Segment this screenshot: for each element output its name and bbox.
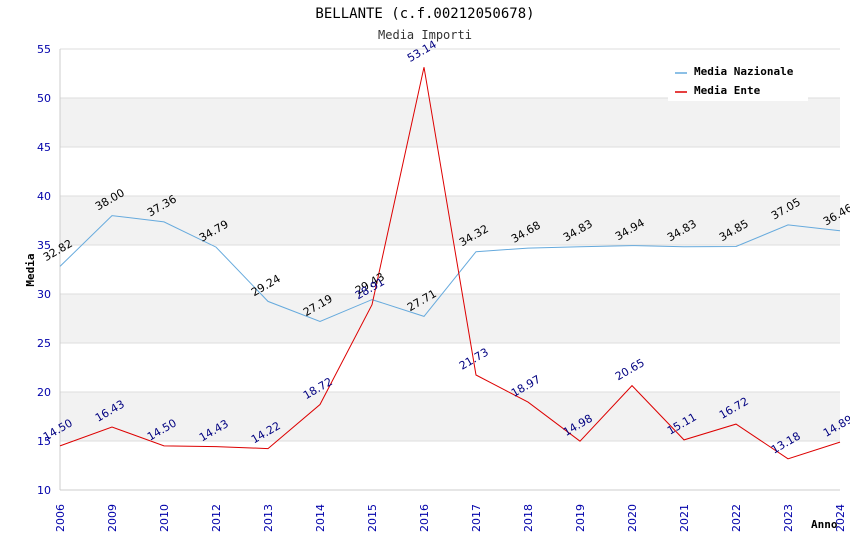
y-tick-label: 55: [37, 43, 51, 56]
x-tick-label: 2012: [210, 504, 223, 532]
x-tick-labels: 2006 2009 2010 2012 2013 2014 2015 2016 2017 2018…: [54, 504, 847, 532]
y-tick-label: 15: [37, 435, 51, 448]
chart-subtitle: Media Importi: [378, 28, 472, 42]
legend-label-media-nazionale: Media Nazionale: [694, 65, 794, 78]
y-tick-label: 20: [37, 386, 51, 399]
x-tick-label: 2015: [366, 504, 379, 532]
x-tick-label: 2023: [782, 504, 795, 532]
legend: Media Nazionale Media Ente: [668, 59, 808, 101]
band: [60, 294, 840, 343]
y-axis-title: Media: [24, 253, 37, 286]
y-tick-label: 25: [37, 337, 51, 350]
y-tick-label: 30: [37, 288, 51, 301]
x-tick-label: 2020: [626, 504, 639, 532]
legend-box: [668, 59, 808, 101]
y-tick-label: 40: [37, 190, 51, 203]
background-bands: [60, 49, 840, 490]
x-tick-label: 2009: [106, 504, 119, 532]
x-axis-title: Anno: [811, 518, 838, 531]
x-tick-label: 2022: [730, 504, 743, 532]
y-tick-label: 10: [37, 484, 51, 497]
series-line-media-ente: [59, 67, 841, 460]
x-tick-label: 2019: [574, 504, 587, 532]
x-tick-label: 2018: [522, 504, 535, 532]
y-tick-label: 35: [37, 239, 51, 252]
series-line-media-nazionale: [59, 215, 841, 323]
legend-label-media-ente: Media Ente: [694, 84, 761, 97]
x-tick-label: 2013: [262, 504, 275, 532]
y-tick-label: 45: [37, 141, 51, 154]
x-tick-label: 2017: [470, 504, 483, 532]
band: [60, 98, 840, 147]
x-tick-label: 2024: [834, 504, 847, 532]
band: [60, 441, 840, 490]
x-tick-label: 2010: [158, 504, 171, 532]
series-lines: [59, 67, 841, 460]
x-tick-label: 2006: [54, 504, 67, 532]
band: [60, 245, 840, 294]
band: [60, 343, 840, 392]
band: [60, 392, 840, 441]
gridlines: [60, 48, 840, 491]
y-tick-labels: 10 15 20 25 30 35 40 45 50 55: [37, 43, 51, 497]
band: [60, 147, 840, 196]
x-tick-label: 2021: [678, 504, 691, 532]
x-tick-label: 2016: [418, 504, 431, 532]
chart-title: BELLANTE (c.f.00212050678): [315, 6, 534, 22]
y-tick-label: 50: [37, 92, 51, 105]
x-tick-label: 2014: [314, 504, 327, 532]
